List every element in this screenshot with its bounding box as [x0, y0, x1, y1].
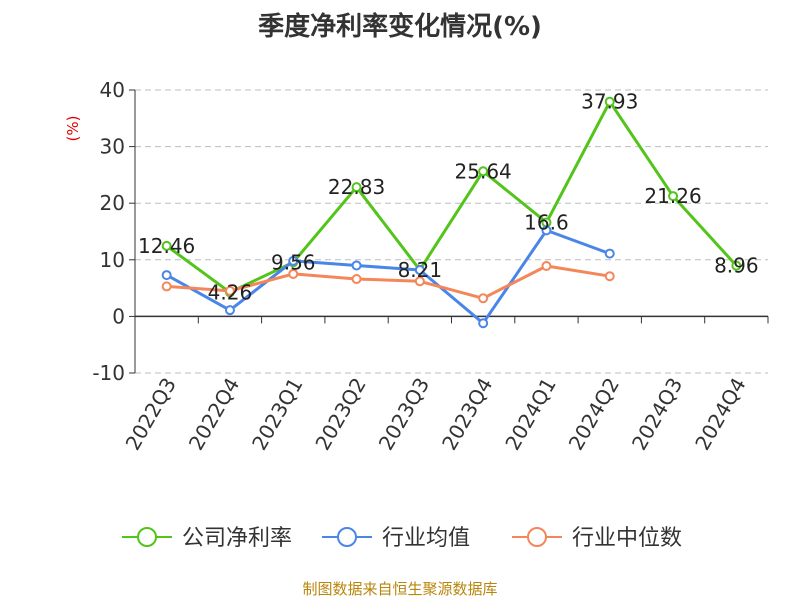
data-label: 25.64	[455, 159, 512, 183]
legend-label: 公司净利率	[182, 526, 292, 551]
data-point[interactable]	[224, 285, 235, 296]
data-point[interactable]	[351, 182, 362, 193]
y-tick-label: 0	[112, 304, 125, 328]
y-tick-label: -10	[92, 361, 125, 385]
series-line	[166, 264, 611, 300]
legend-label: 行业均值	[382, 526, 470, 551]
data-point[interactable]	[478, 318, 489, 329]
x-tick-label: 2024Q1	[500, 374, 560, 455]
data-point[interactable]	[288, 255, 299, 266]
data-label: 8.21	[398, 258, 443, 282]
series-industry_median	[161, 261, 615, 304]
series-line	[165, 228, 611, 325]
legend-label: 行业中位数	[572, 526, 682, 551]
series-lines	[161, 96, 742, 329]
y-tick-label: 30	[100, 135, 125, 159]
data-point[interactable]	[731, 260, 742, 271]
x-tick-label: 2024Q3	[627, 374, 687, 455]
data-label: 37.93	[581, 90, 638, 114]
data-point[interactable]	[351, 274, 362, 285]
data-label: 8.96	[714, 254, 759, 278]
data-label: 12.46	[138, 234, 195, 258]
x-tick-label: 2023Q4	[437, 374, 497, 455]
legend-marker	[137, 527, 157, 547]
legend: 公司净利率 行业均值 行业中位数	[122, 526, 682, 551]
data-point[interactable]	[224, 305, 235, 316]
legend-marker	[527, 527, 547, 547]
data-point[interactable]	[161, 240, 172, 251]
data-point[interactable]	[161, 281, 172, 292]
data-point[interactable]	[604, 96, 615, 107]
y-tick-label: 40	[100, 78, 125, 102]
legend-marker	[337, 527, 357, 547]
data-label: 9.56	[271, 250, 316, 274]
data-point[interactable]	[161, 270, 172, 281]
data-point[interactable]	[414, 276, 425, 287]
x-tick-label: 2022Q3	[121, 374, 181, 455]
x-tick-label: 2022Q4	[184, 374, 244, 455]
x-tick-label: 2024Q4	[690, 374, 750, 455]
data-labels: 12.46 4.26 9.56 22.83 8.21 25.64 16.6 37.93 21.2…	[138, 90, 759, 305]
legend-item[interactable]: 公司净利率	[122, 526, 292, 551]
series-line	[165, 100, 738, 294]
data-point[interactable]	[414, 264, 425, 275]
data-label: 16.6	[524, 210, 569, 234]
data-label: 4.26	[208, 280, 253, 304]
legend-item[interactable]: 行业均值	[322, 526, 470, 551]
chart-title: 季度净利率变化情况(%)	[258, 12, 542, 42]
legend-item[interactable]: 行业中位数	[512, 526, 682, 551]
data-point[interactable]	[668, 191, 679, 202]
x-tick-label: 2023Q1	[247, 374, 307, 455]
data-point[interactable]	[541, 225, 552, 236]
y-tick-label: 10	[100, 248, 125, 272]
data-point[interactable]	[351, 260, 362, 271]
data-point[interactable]	[541, 261, 552, 272]
data-point[interactable]	[478, 166, 489, 177]
x-tick-label: 2024Q2	[564, 374, 624, 455]
data-label: 21.26	[644, 184, 701, 208]
data-point[interactable]	[288, 268, 299, 279]
x-tick-label: 2023Q3	[374, 374, 434, 455]
data-label: 22.83	[328, 175, 385, 199]
data-point[interactable]	[478, 293, 489, 304]
data-point[interactable]	[604, 271, 615, 282]
x-tick-label: 2023Q2	[310, 374, 370, 455]
source-note: 制图数据来自恒生聚源数据库	[302, 580, 498, 598]
y-tick-label: 20	[100, 191, 125, 215]
y-axis-label: (%)	[64, 116, 82, 142]
series-industry_avg	[161, 225, 615, 329]
grid-lines	[135, 89, 768, 374]
data-point[interactable]	[604, 248, 615, 259]
